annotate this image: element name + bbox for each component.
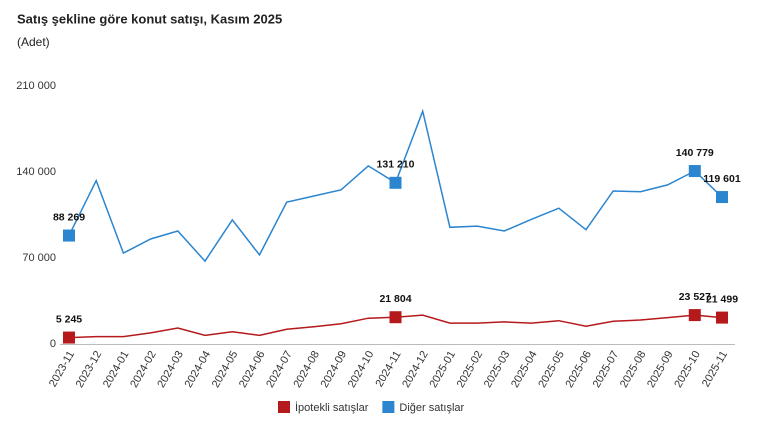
data-label: 131 210	[377, 159, 415, 171]
x-tick-label: 2025-02	[455, 349, 486, 390]
x-tick-label: 2025-07	[591, 349, 622, 390]
x-tick-label: 2024-03	[155, 349, 186, 390]
x-tick-label: 2024-08	[291, 349, 322, 390]
x-tick-label: 2024-12	[400, 349, 431, 390]
x-tick-label: 2024-11	[373, 349, 403, 389]
y-tick-label: 0	[50, 338, 56, 350]
legend-label: İpotekli satışlar	[295, 401, 369, 414]
x-tick-label: 2024-01	[101, 349, 132, 390]
x-tick-label: 2024-07	[264, 349, 295, 390]
x-tick-label: 2025-10	[672, 349, 703, 390]
data-marker	[389, 176, 402, 189]
data-marker	[716, 311, 728, 324]
x-tick-label: 2024-09	[319, 349, 350, 390]
chart-title: Satış şekline göre konut satışı, Kasım 2…	[17, 11, 282, 26]
data-marker	[63, 229, 75, 242]
x-tick-label: 2025-04	[509, 349, 540, 390]
x-tick-label: 2024-04	[183, 349, 214, 390]
y-tick-label: 70 000	[22, 252, 56, 264]
x-tick-label: 2025-09	[645, 349, 676, 390]
data-label: 21 499	[706, 293, 738, 305]
x-tick-label: 2025-05	[536, 349, 567, 390]
x-tick-label: 2024-05	[210, 349, 241, 390]
data-label: 5 245	[56, 313, 82, 325]
x-tick-label: 2025-03	[482, 349, 513, 390]
x-tick-label: 2023-11	[47, 349, 77, 389]
legend-swatch	[278, 401, 290, 413]
x-tick-label: 2025-08	[618, 349, 649, 390]
x-tick-label: 2025-11	[700, 349, 730, 389]
x-tick-label: 2024-06	[237, 349, 268, 390]
data-label: 140 779	[676, 147, 714, 159]
x-tick-label: 2023-12	[74, 349, 105, 390]
data-marker	[389, 311, 402, 324]
x-tick-label: 2025-06	[563, 349, 594, 390]
data-marker	[688, 165, 701, 178]
chart-subtitle: (Adet)	[17, 35, 50, 49]
data-label: 119 601	[703, 173, 741, 185]
x-tick-label: 2024-02	[128, 349, 159, 390]
data-label: 88 269	[53, 211, 85, 223]
x-tick-label: 2024-10	[346, 349, 377, 390]
y-tick-label: 210 000	[16, 80, 56, 92]
x-tick-label: 2025-01	[427, 349, 458, 390]
data-marker	[688, 309, 701, 322]
data-marker	[63, 331, 75, 344]
data-label: 21 804	[379, 293, 411, 305]
y-tick-label: 140 000	[16, 166, 56, 178]
legend-swatch	[382, 401, 395, 413]
data-label: 23 527	[679, 291, 711, 303]
data-marker	[716, 191, 728, 204]
legend-label: Diğer satışlar	[399, 402, 464, 414]
